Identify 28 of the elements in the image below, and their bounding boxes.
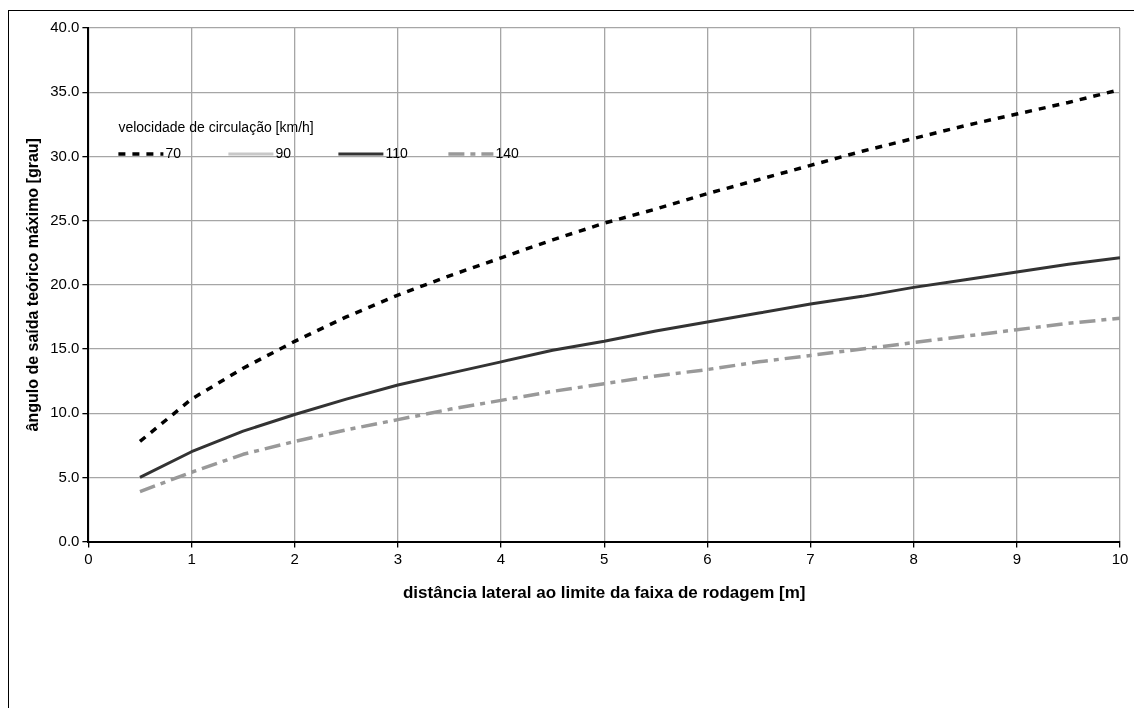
legend-label: 140 [495,144,519,161]
y-tick-label: 35.0 [50,82,80,100]
y-tick-label: 0.0 [58,531,80,549]
x-tick-label: 5 [600,549,609,567]
x-tick-label: 8 [909,549,918,567]
y-tick-label: 15.0 [50,339,80,357]
y-tick-label: 5.0 [58,467,80,485]
legend-label: 90 [275,144,292,161]
y-tick-label: 30.0 [50,146,80,164]
x-axis-title: distância lateral ao limite da faixa de rodagem [m] [402,583,806,603]
legend-title: velocidade de circulação [km/h] [118,118,314,135]
y-tick-label: 25.0 [50,210,80,228]
x-tick-label: 2 [290,549,299,567]
line-series [138,316,1120,494]
y-axis-title: ângulo de saída teórico máximo [grau] [24,138,42,432]
x-tick-label: 4 [496,549,506,567]
y-tick-label: 10.0 [50,403,80,421]
x-tick-label: 6 [703,549,712,567]
y-tick-label: 20.0 [50,274,80,292]
x-tick-label: 9 [1012,549,1022,567]
x-tick-label: 1 [187,549,196,567]
x-tick-label: 7 [806,549,815,567]
legend-label: 110 [385,144,408,161]
x-tick-label: 0 [84,549,93,567]
x-tick-label: 3 [393,549,403,567]
y-tick-label: 40.0 [50,18,80,36]
x-tick-label: 10 [1111,549,1129,567]
legend-label: 70 [165,144,182,161]
